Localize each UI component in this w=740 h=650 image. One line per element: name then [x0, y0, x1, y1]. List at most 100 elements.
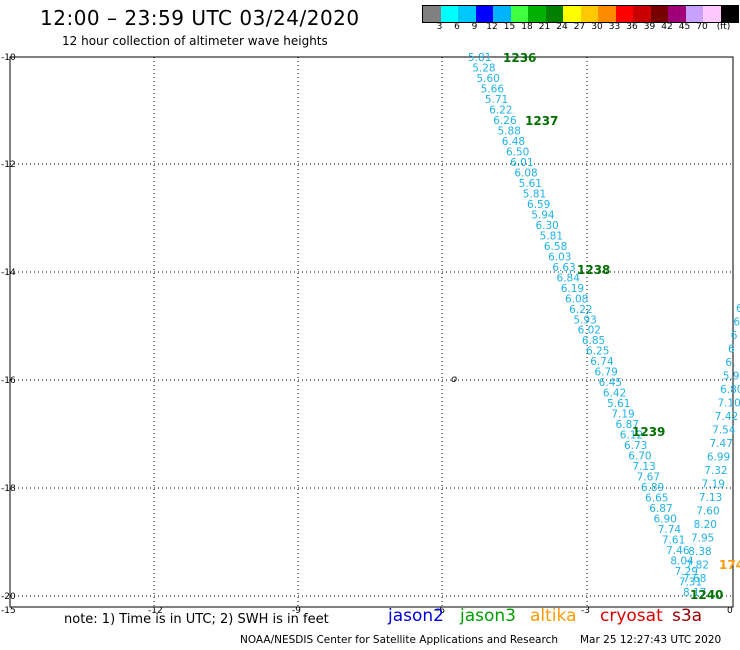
wave-height-value: 6.59	[527, 199, 550, 211]
wave-height-value: 6.63	[552, 262, 575, 274]
track-jason3-2: 66666.5.96.807.107.427.547.476.997.327.1…	[683, 303, 740, 585]
wave-height-value: 6.08	[514, 167, 537, 179]
wave-height-value: 6.90	[653, 514, 676, 526]
wave-height-value: 5.81	[540, 230, 563, 242]
lon-tick-label: -3	[581, 606, 590, 616]
wave-height-value: 6.22	[489, 104, 512, 116]
legend-altika: altika	[530, 606, 577, 626]
color-scale-label: 6	[454, 22, 460, 32]
wave-height-value: 8.17	[683, 587, 706, 599]
wave-height-value: 7.82	[686, 560, 709, 572]
pass-label: 1239	[632, 425, 665, 439]
color-scale-label: 24	[556, 22, 568, 32]
wave-height-value: 5.81	[523, 188, 546, 200]
color-swatch	[650, 6, 668, 22]
map-title: 12:00 – 23:59 UTC 03/24/2020	[40, 6, 360, 30]
wave-height-value: 5.93	[573, 314, 596, 326]
wave-height-value: 6.48	[502, 136, 525, 148]
wave-height-value: 5.60	[476, 73, 499, 85]
color-scale-label: 33	[608, 22, 621, 32]
map-grid	[10, 57, 733, 607]
color-swatch	[458, 6, 476, 22]
wave-height-value: 6.12	[620, 430, 643, 442]
color-swatch	[493, 6, 511, 22]
color-scale-label: 3	[436, 22, 443, 32]
wave-height-value: 5.61	[607, 398, 630, 410]
color-scale-label: 45	[678, 22, 691, 32]
pass-label: 1236	[503, 51, 536, 65]
wave-height-value: 6.50	[506, 146, 529, 158]
wave-height-value: 7.29	[675, 566, 698, 578]
color-scale-label: 70	[696, 22, 708, 32]
lon-tick-label: 0	[727, 606, 733, 616]
wave-height-value: 6.87	[649, 503, 672, 515]
legend-jason2: jason2	[388, 606, 444, 626]
wave-height-value: 6.45	[599, 377, 622, 389]
color-scale-label: 42	[661, 22, 673, 32]
wave-height-value: 5.61	[519, 178, 542, 190]
legend-cryosat: cryosat	[600, 606, 663, 626]
wave-height-value: 6.25	[586, 346, 609, 358]
wave-height-value: 6.58	[544, 241, 567, 253]
wave-height-value: 5.94	[531, 209, 555, 221]
color-scale-label: 36	[626, 22, 638, 32]
lon-tick-label: -6	[436, 606, 445, 616]
map-frame	[9, 56, 734, 608]
wave-height-value: 6.79	[594, 367, 617, 379]
legend-s3a: s3a	[672, 606, 703, 626]
color-scale-label: 21	[538, 22, 551, 32]
wave-height-value: 6.89	[641, 482, 664, 494]
pass-label-altika: 174	[719, 558, 740, 572]
wave-height-value: 6.	[725, 357, 735, 369]
wave-height-value: 6.22	[569, 304, 592, 316]
wave-height-value: 6.02	[578, 325, 601, 337]
wave-height-value: 7.19	[702, 479, 725, 491]
pass-label: 1240	[690, 588, 723, 602]
pass-labels: 1236 1237 1238 1239 1240 174	[503, 51, 740, 602]
color-scale-label: 39	[643, 22, 656, 32]
wave-height-value: 6	[728, 344, 735, 356]
wave-height-value: 7.32	[704, 465, 727, 477]
wave-height-value: 8.04	[670, 556, 694, 568]
color-scale-bar	[422, 5, 739, 23]
lat-tick-label: -12	[1, 160, 16, 170]
color-swatch	[598, 6, 616, 22]
wave-height-value: 8.20	[694, 519, 717, 531]
lat-tick-label: -10	[1, 53, 16, 63]
wave-height-value: 5.88	[498, 125, 521, 137]
wave-height-value: 6.42	[603, 388, 626, 400]
lon-tick-label: -9	[292, 606, 301, 616]
color-swatch	[440, 6, 458, 22]
wave-height-value: 6	[733, 317, 740, 329]
color-swatch	[563, 6, 581, 22]
color-swatch	[685, 6, 703, 22]
track-jason3-1: 5.815.285.605.665.716.226.265.886.486.50…	[468, 52, 706, 599]
map-axes: -10 -12 -14 -16 -18 -20 -15 -12 -9 -6 -3 0	[1, 53, 733, 616]
footer-note: note: 1) Time is in UTC; 2) SWH is in fe…	[64, 612, 329, 627]
color-swatch	[720, 6, 738, 22]
wave-height-value: 6.70	[628, 451, 651, 463]
wave-height-value: 8.38	[688, 546, 711, 558]
wave-height-value: 6.01	[510, 157, 533, 169]
wave-height-value: 6.08	[565, 293, 588, 305]
wave-height-value: 5.81	[468, 52, 491, 64]
wave-height-value: 7.54	[712, 425, 736, 437]
color-swatch	[615, 6, 633, 22]
lat-tick-label: -16	[1, 376, 16, 386]
color-swatch	[423, 6, 441, 22]
color-scale-label: 9	[471, 22, 478, 32]
wave-height-value: 6.30	[535, 220, 558, 232]
wave-height-value: 7.67	[637, 472, 660, 484]
wave-height-value: 6	[736, 303, 740, 315]
wave-height-value: 5.9	[723, 371, 740, 383]
wave-height-value: 5.28	[472, 62, 495, 74]
wave-height-value: 7.95	[691, 533, 714, 545]
pass-label: 1237	[525, 114, 558, 128]
color-swatch	[580, 6, 598, 22]
lat-tick-label: -14	[1, 268, 16, 278]
wave-height-value: 7.68	[683, 573, 706, 585]
wave-height-value: 6	[731, 330, 738, 342]
lat-tick-label: -18	[1, 484, 16, 494]
wave-height-value: 7.10	[717, 398, 740, 410]
